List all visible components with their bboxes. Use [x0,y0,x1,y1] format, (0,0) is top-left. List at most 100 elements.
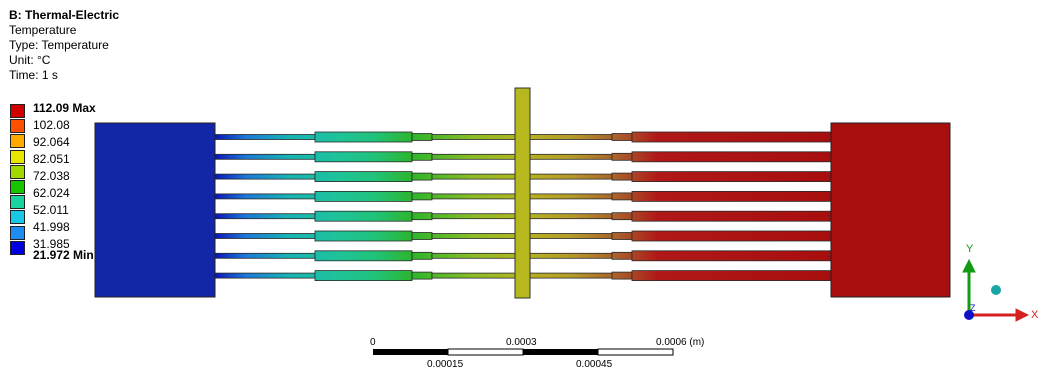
beam-segment [431,233,516,239]
scale-bar: 0 0.0003 0.0006 (m) 0.00015 0.00045 [370,337,704,370]
scale-label: 0.0006 (m) [656,337,704,348]
beam-segment [631,151,832,163]
x-axis-arrowhead [1015,308,1030,322]
beam-segment [411,212,433,221]
isometric-view-button[interactable] [991,285,1001,295]
beam-segment [431,173,516,180]
legend-swatch [10,225,25,240]
beam-segment [529,252,613,259]
beam-segment [314,190,413,202]
beam-segment [529,233,613,239]
center-shuttle-post [514,87,531,299]
beam-segment [314,210,413,222]
beam-segment [411,271,433,280]
result-type: Type: Temperature [9,38,109,52]
beam-segment [431,134,516,140]
legend-label: 102.08 [33,118,70,132]
beam-segment [314,270,413,282]
result-quantity: Temperature [9,23,77,37]
legend-label: 62.024 [33,186,70,200]
beam-segment [214,272,316,279]
beam-segment [411,251,433,260]
beam-segment [611,192,633,201]
scale-segment [373,349,448,355]
scale-segment [597,348,674,356]
beam-segment [611,251,633,260]
beam-segment [214,233,316,239]
legend-label: 82.051 [33,152,70,166]
beam-segment [411,133,433,141]
right-anchor-pad [830,122,951,298]
legend-label-max: 112.09 Max [33,101,96,115]
result-title: B: Thermal-Electric [9,8,120,22]
x-axis-label: X [1031,309,1039,321]
beam-segment [314,171,413,183]
beam-segment [529,153,613,160]
beam-segment [214,252,316,259]
y-axis-arrowhead [962,258,976,273]
beam-segment [314,131,413,143]
scale-label: 0.00015 [427,359,464,370]
beam-segment [214,134,316,140]
beam-segment [214,193,316,200]
beam-segment [631,270,832,282]
scale-label: 0.0003 [506,337,537,348]
beam-segment [431,252,516,259]
beam-segment [431,213,516,220]
scale-segment [523,349,598,355]
beam-segment [631,230,832,242]
result-unit: Unit: °C [9,53,51,67]
beam-segment [529,173,613,180]
beam-segment [214,173,316,180]
legend-label: 72.038 [33,169,70,183]
beam-segment [431,272,516,279]
legend-swatch [10,104,25,118]
scale-segment [447,348,524,356]
beam-segment [631,171,832,183]
beam-segment [529,134,613,140]
legend-swatch [10,134,25,149]
beam-segment [611,152,633,161]
legend-label-min: 21.972 Min [33,248,94,262]
left-anchor-pad [94,122,216,298]
scale-label: 0.00045 [576,359,613,370]
legend-swatch [10,180,25,194]
legend-swatch [10,164,25,179]
beam-segment [214,153,316,160]
beam-segment [611,133,633,141]
beam-segment [314,230,413,242]
beam-segment [611,271,633,280]
beam-segment [631,250,832,262]
beam-segment [631,210,832,222]
beam-segment [611,212,633,221]
legend-label: 52.011 [33,203,69,217]
legend-label: 41.998 [33,220,70,234]
beam-segment [431,193,516,200]
result-info: B: Thermal-Electric Temperature Type: Te… [9,8,119,83]
legend-swatch [10,119,25,134]
result-time: Time: 1 s [9,68,58,82]
axis-triad[interactable]: Y X Z [962,243,1039,322]
beam-segment [611,232,633,240]
legend-swatch [10,210,25,225]
beam-segment [431,153,516,160]
scale-label: 0 [370,337,376,348]
beam-segment [631,190,832,202]
z-axis-label: Z [970,303,976,313]
legend-swatch [10,240,25,255]
beam-segment [411,232,433,240]
beam-segment [314,250,413,262]
beam-segment [411,152,433,161]
legend-label: 31.985 [33,237,70,251]
beam-segment [631,131,832,143]
beam-segment [214,213,316,220]
beam-segment [529,193,613,200]
z-axis-marker [964,310,974,320]
beam-segment [411,192,433,201]
legend-label: 92.064 [33,135,70,149]
beam-segment [411,172,433,181]
legend-swatch [10,195,25,210]
legend-swatch [10,149,25,164]
y-axis-label: Y [966,243,974,255]
